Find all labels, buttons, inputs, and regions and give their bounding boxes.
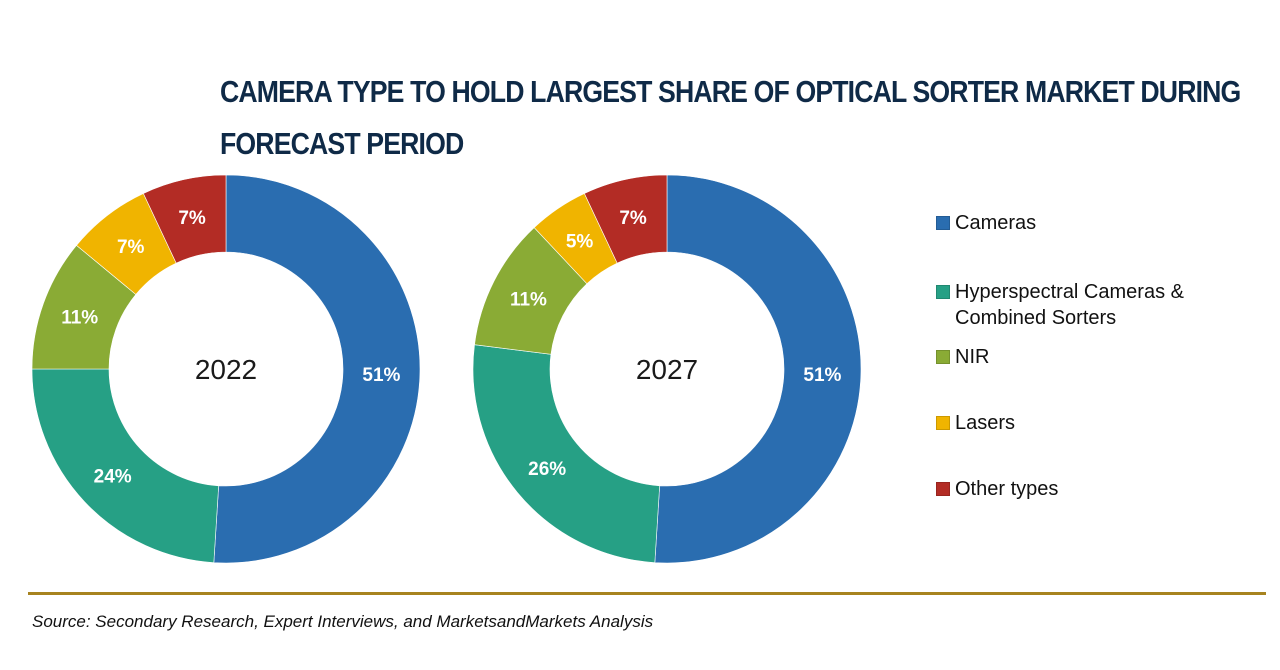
legend-label-lasers: Lasers [955,412,1016,434]
slice-2022-other-types [142,174,227,264]
legend-label-hyperspectral: Hyperspectral Cameras & Combined Sorters [955,279,1184,331]
legend-label-cameras: Cameras [955,212,1037,234]
legend-item-nir: NIR [936,344,989,370]
data-label-2027-hyperspectral: 26% [528,459,566,480]
legend-label-other-types: Other types [955,478,1059,500]
legend-swatch-other-types [936,482,950,496]
data-label-2027-nir: 11% [510,289,547,310]
legend-swatch-nir [936,350,950,364]
data-label-2022-nir: 11% [61,307,98,328]
data-label-2022-cameras: 51% [362,365,400,386]
legend-item-other-types: Other types [936,476,1058,502]
donut-center-label-2022: 2022 [195,354,257,385]
data-label-2022-hyperspectral: 24% [94,466,132,487]
chart-title-line-1: CAMERA TYPE TO HOLD LARGEST SHARE OF OPT… [220,74,1241,109]
legend-swatch-lasers [936,416,950,430]
legend-label-hyperspectral-line-2: Combined Sorters [955,307,1117,329]
slice-2027-cameras [654,174,862,564]
source-note: Source: Secondary Research, Expert Inter… [32,612,654,631]
data-label-2027-lasers: 5% [566,231,594,252]
legend-item-hyperspectral: Hyperspectral Cameras & Combined Sorters [936,279,1184,331]
donut-center-label-2027: 2027 [636,354,698,385]
slice-2022-cameras [213,174,421,564]
data-label-2027-other-types: 7% [619,208,647,229]
slice-2027-other-types [583,174,668,264]
data-label-2022-lasers: 7% [117,237,145,258]
chart-title: CAMERA TYPE TO HOLD LARGEST SHARE OF OPT… [220,66,1241,170]
chart-title-line-2: FORECAST PERIOD [220,126,464,161]
legend-label-hyperspectral-line-1: Hyperspectral Cameras & [955,281,1184,303]
legend-item-cameras: Cameras [936,210,1036,236]
slice-2027-hyperspectral [472,344,660,563]
data-label-2027-cameras: 51% [803,365,841,386]
legend-swatch-hyperspectral [936,285,950,299]
legend-swatch-cameras [936,216,950,230]
donut-2022: 51% 24% 11% 7% 7% 2022 [31,174,421,564]
donut-2027: 51% 26% 11% 5% 7% 2027 [472,174,862,564]
legend-item-lasers: Lasers [936,410,1015,436]
legend-label-nir: NIR [955,346,990,368]
slice-2022-hyperspectral [31,368,219,563]
data-label-2022-other-types: 7% [178,208,206,229]
divider-rule [28,592,1266,595]
